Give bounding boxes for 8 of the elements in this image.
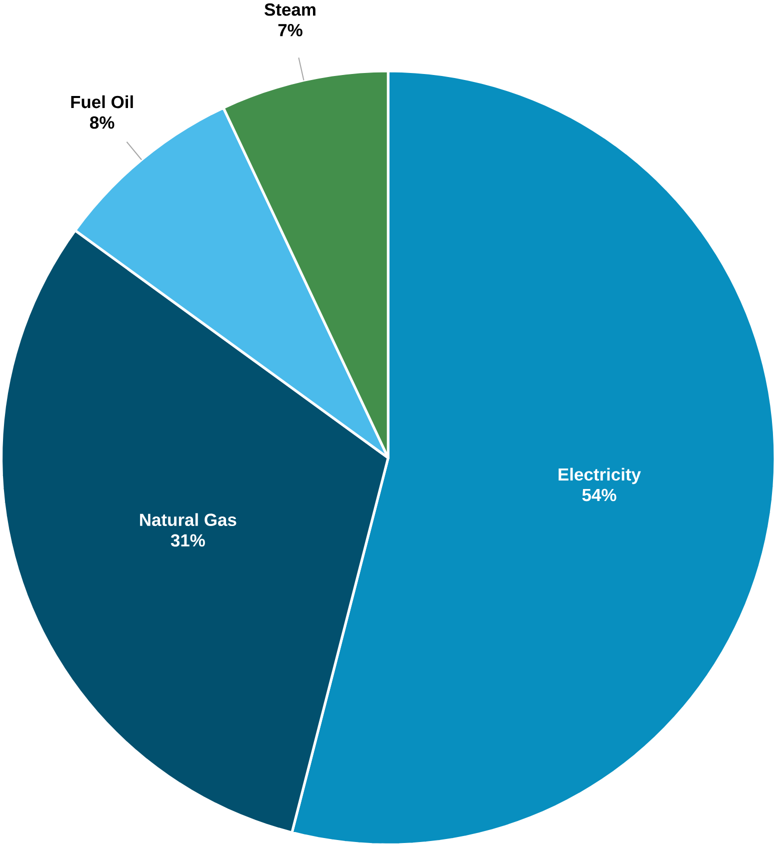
slice-label: Electricity xyxy=(558,468,641,484)
slice-label: Steam xyxy=(264,3,316,16)
slice-label: Fuel Oil xyxy=(71,95,133,108)
data-label: 8% xyxy=(90,116,114,129)
slice-label: Natural Gas xyxy=(140,513,236,526)
data-label: 54% xyxy=(582,488,616,502)
data-label: 7% xyxy=(278,24,302,36)
data-label: 31% xyxy=(170,534,205,547)
